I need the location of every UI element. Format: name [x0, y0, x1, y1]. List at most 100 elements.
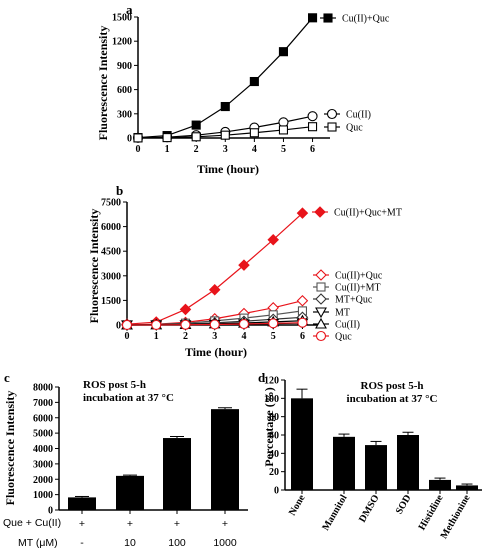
legend-marker: [315, 269, 327, 281]
category-label-row1: +: [174, 518, 180, 530]
category-label-row2: -: [80, 537, 84, 549]
x-tick-label: 3: [212, 331, 217, 342]
data-point: [296, 207, 309, 219]
data-point: [191, 120, 201, 130]
data-point: [307, 122, 318, 132]
data-point: [220, 130, 230, 140]
panel-b-xlabel: Time (hour): [185, 345, 247, 359]
x-tick-label: 4: [241, 331, 246, 342]
panel-b-letter: b: [116, 183, 123, 198]
y-tick-label: 6000: [101, 222, 121, 233]
bar: [456, 485, 478, 490]
legend-marker: [316, 282, 326, 292]
category-label: None: [287, 493, 308, 518]
data-point: [297, 317, 308, 328]
y-tick-label: 3000: [101, 271, 121, 282]
legend-label: Cu(II)+MT: [335, 283, 381, 294]
data-point: [180, 319, 191, 330]
data-point: [238, 259, 250, 271]
x-tick-label: 6: [310, 144, 315, 155]
panel-d-annotation-line1: ROS post 5-h: [361, 380, 424, 392]
category-label-row1: +: [127, 518, 133, 530]
data-point: [209, 319, 220, 330]
y-tick-label: 120: [264, 376, 279, 387]
panel-a-plot: [132, 13, 318, 143]
y-tick-label: 0: [48, 506, 53, 517]
legend-marker: [323, 13, 333, 23]
y-tick-label: 1200: [112, 37, 132, 48]
bar: [429, 479, 451, 490]
legend-label: Cu(II)+Quc: [335, 271, 383, 282]
data-point: [307, 111, 318, 122]
y-tick-label: 20: [269, 467, 279, 478]
x-tick-label: 6: [300, 331, 305, 342]
panel-a-ylabel: Fluorescence Intensity: [96, 26, 110, 141]
category-label: DMSO: [357, 493, 382, 525]
data-point: [208, 283, 221, 296]
x-tick-label: 0: [125, 331, 130, 342]
y-tick-label: 1000: [33, 490, 53, 501]
x-tick-label: 5: [271, 331, 276, 342]
panel-d-annotation-line2: incubation at 37 °C: [347, 393, 438, 405]
panel-d-ylabel: Percentage (%): [262, 387, 276, 466]
category-label-row2: 10: [124, 537, 136, 549]
bar: [116, 475, 144, 510]
y-tick-label: 100: [264, 394, 279, 405]
legend-marker: [326, 108, 338, 120]
panel-a-xlabel: Time (hour): [197, 162, 259, 176]
y-tick-label: 7500: [101, 198, 121, 209]
y-tick-label: 40: [269, 449, 279, 460]
legend-label: Cu(II): [346, 110, 371, 121]
legend-marker: [314, 206, 326, 218]
category-label-row2: 1000: [213, 537, 237, 549]
y-tick-label: 300: [117, 109, 132, 120]
legend-label: Quc: [346, 123, 363, 134]
legend-label: Cu(II)+Quc: [342, 14, 390, 25]
data-point: [191, 132, 201, 142]
y-tick-label: 4500: [101, 247, 121, 258]
category-label-row1: +: [79, 518, 85, 530]
legend-marker: [315, 317, 327, 329]
bar: [68, 497, 96, 510]
data-point: [162, 133, 172, 143]
legend-marker: [315, 293, 327, 305]
y-tick-label: 7000: [33, 398, 53, 409]
data-point: [268, 318, 279, 329]
bar: [333, 436, 355, 490]
y-tick-label: 4000: [33, 444, 53, 455]
panel-d: d 0 20 40 60 80 100 120 Percentage (%) ROS pos…: [258, 370, 482, 541]
y-tick-label: 2000: [33, 475, 53, 486]
bar: [397, 435, 419, 490]
data-point: [249, 76, 259, 87]
panel-b-plot: [121, 207, 309, 332]
bar: [211, 409, 239, 510]
data-point: [179, 303, 192, 316]
x-tick-label: 1: [154, 331, 159, 342]
legend-marker: [327, 122, 337, 132]
panel-c-annotation-line2: incubation at 37 °C: [83, 392, 174, 404]
category-label: Histidine: [417, 493, 446, 533]
panel-d-letter: d: [258, 370, 266, 385]
legend-label: Cu(II): [335, 320, 360, 331]
data-point: [307, 13, 318, 23]
panel-a-legend: Cu(II)+Quc Cu(II) Quc: [320, 13, 390, 134]
x-tick-label: 3: [223, 144, 228, 155]
bar: [365, 445, 387, 490]
panel-c-row2-label: MT (μM): [18, 537, 58, 549]
x-tick-label: 0: [136, 144, 141, 155]
legend-label: MT: [335, 308, 350, 319]
panel-b-axes: 0 1 2 3 4 5 6 0 1500 3000 4500 6000 7500: [101, 198, 320, 342]
y-tick-label: 5000: [33, 429, 53, 440]
legend-marker: [315, 330, 327, 342]
y-tick-label: 0: [116, 321, 121, 332]
panel-a: a 0 1 2 3 4 5 6 0 300 600 900 1200 1500 Fluorescence…: [96, 2, 390, 176]
panel-b-ylabel: Fluorescence Intensity: [87, 209, 101, 324]
x-tick-label: 2: [194, 144, 199, 155]
data-point: [278, 47, 289, 57]
panel-c-plot: + - +10 +100 +1000: [68, 407, 239, 549]
panel-a-letter: a: [126, 2, 133, 17]
panel-c-row1-label: Que + Cu(II): [3, 517, 61, 529]
panel-c-annotation-line1: ROS post 5-h: [83, 379, 146, 391]
y-tick-label: 1500: [112, 13, 132, 24]
data-point: [249, 128, 259, 138]
